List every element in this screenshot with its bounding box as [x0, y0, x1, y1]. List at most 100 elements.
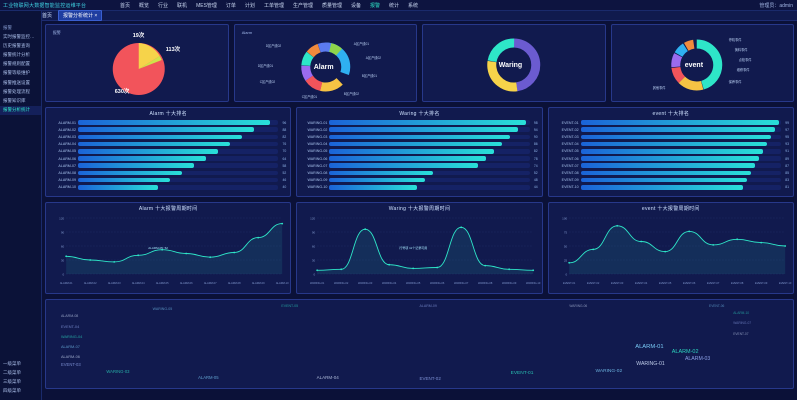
svg-text:100: 100 — [562, 217, 567, 221]
tab-bar[interactable]: 首页 报警分析统计 × — [0, 10, 797, 21]
sidebar-item-4[interactable]: 报警等级维护 — [3, 70, 30, 76]
bar-row: ALARM-04 76 — [48, 141, 286, 148]
wordcloud-word[interactable]: EVENT-07 — [733, 331, 749, 336]
bar-value-label: 40 — [282, 185, 287, 190]
tab-home[interactable]: 首页 — [42, 13, 53, 19]
wordcloud-word[interactable]: WARING-05 — [152, 306, 173, 311]
close-icon[interactable]: × — [94, 13, 98, 19]
svg-text:维修事件: 维修事件 — [736, 67, 750, 72]
sidebar-item-7[interactable]: 报警知识库 — [3, 97, 26, 103]
wordcloud-word[interactable]: ALARM-03 — [684, 356, 711, 363]
wordcloud-word[interactable]: EVENT-03 — [60, 361, 81, 367]
donut-waring-center: Waring — [499, 62, 522, 69]
sidebar-bottom-item-3[interactable]: 四级菜单 — [3, 388, 21, 394]
tab-alarm-analysis[interactable]: 报警分析统计 × — [58, 10, 103, 21]
bar-track — [580, 156, 781, 161]
wordcloud-word[interactable]: WARING-04 — [60, 333, 83, 339]
top-menu-item-13[interactable]: 系统 — [408, 2, 419, 9]
wordcloud-word[interactable]: EVENT-01 — [510, 371, 534, 377]
wordcloud-word[interactable]: EVENT-02 — [419, 376, 441, 382]
svg-text:WARING-05: WARING-05 — [406, 281, 421, 285]
bar-row: WARING-09 48 — [299, 177, 538, 184]
wordcloud-word[interactable]: WARING-06 — [569, 303, 588, 308]
top-menu-item-10[interactable]: 设备 — [350, 2, 361, 9]
top-menu-item-3[interactable]: 联机 — [177, 2, 188, 9]
sidebar-item-6[interactable]: 报警处理流程 — [3, 88, 30, 94]
bar-category-label: EVENT-03 — [561, 134, 579, 139]
top-menu-item-11[interactable]: 报警 — [370, 2, 381, 9]
wordcloud-word[interactable]: ALARM-02 — [671, 349, 699, 356]
wordcloud-word[interactable]: WARING-07 — [733, 320, 752, 325]
bar-value-label: 70 — [282, 149, 287, 154]
wordcloud-word[interactable]: ALARM-10 — [733, 310, 750, 315]
wordcloud-word[interactable]: ALARM-01 — [635, 344, 664, 350]
bar-value-label: 99 — [785, 120, 789, 125]
wordcloud-word[interactable]: WARING-01 — [636, 361, 665, 368]
sidebar-item-0[interactable]: 实时报警监控看板 — [3, 33, 39, 39]
top-menu-item-9[interactable]: 质量管理 — [321, 2, 342, 9]
sidebar-bottom-item-0[interactable]: 一级菜单 — [3, 360, 21, 366]
bar-fill — [580, 120, 779, 125]
wordcloud-word[interactable]: WARING-02 — [595, 368, 623, 374]
svg-text:120: 120 — [59, 217, 64, 221]
wordcloud-word[interactable]: EVENT-05 — [281, 303, 299, 308]
wordcloud-word[interactable]: WARING-03 — [106, 369, 130, 375]
bar-fill — [329, 127, 518, 133]
bar-fill — [580, 184, 743, 190]
bar-row: ALARM-06 64 — [48, 155, 286, 162]
sidebar-item-8[interactable]: 报警分析统计 — [0, 105, 41, 115]
bar-track — [78, 134, 279, 140]
wordcloud-word[interactable]: ALARM-06 — [60, 354, 80, 360]
bar-row: EVENT-05 91 — [551, 148, 789, 155]
sidebar-item-5[interactable]: 报警推送设置 — [3, 79, 30, 85]
svg-text:保养事件: 保养事件 — [728, 79, 742, 84]
wordcloud-word[interactable]: ALARM-08 — [60, 313, 79, 318]
top-menu-item-0[interactable]: 首页 — [120, 2, 131, 9]
top-menu-item-7[interactable]: 工单管理 — [263, 2, 284, 9]
bar-value-label: 64 — [282, 156, 287, 161]
bar-category-label: ALARM-06 — [58, 156, 76, 161]
app-brand: 工业物联网大数据智能监控运维平台 — [3, 2, 87, 9]
svg-text:WARING-08: WARING-08 — [478, 281, 493, 285]
bar-track — [329, 177, 530, 183]
sidebar-item-1[interactable]: 历史报警查询 — [3, 42, 30, 48]
wordcloud-word[interactable]: ALARM-05 — [198, 374, 219, 380]
bar-fill — [580, 134, 771, 140]
sidebar-bottom-item-2[interactable]: 三级菜单 — [3, 379, 21, 385]
donut-alarm-center: Alarm — [313, 64, 333, 71]
donut-alarm-svg: Alarm Alarm A区产线01 A区产线02 B区产线01 B区产线02 — [241, 30, 380, 99]
bar-value-label: 48 — [533, 178, 538, 183]
wordcloud-word[interactable]: ALARM-09 — [419, 303, 437, 308]
svg-text:WARING-02: WARING-02 — [334, 281, 349, 285]
sidebar-items: 实时报警监控看板 历史报警查询 报警统计分析 报警规则配置 报警等级维护 报警推送设置 报警… — [0, 32, 41, 115]
top-menu-item-2[interactable]: 行业 — [158, 2, 169, 9]
svg-text:ALARM-07: ALARM-07 — [204, 281, 217, 285]
top-menu-item-5[interactable]: 订单 — [225, 2, 236, 9]
bar-fill — [580, 127, 775, 133]
bar-fill — [580, 149, 763, 154]
top-menu-item-12[interactable]: 统计 — [389, 2, 400, 9]
top-menu[interactable]: 首页 概览 行业 联机 MES管理 订单 计划 工单管理 生产管理 质量管理 设备 报警 统计 系统 — [120, 2, 759, 9]
sidebar[interactable]: 报警 实时报警监控看板 历史报警查询 报警统计分析 报警规则配置 报警等级维护 报警推送设… — [0, 11, 42, 400]
pie-total-chart: 报警 630次 113次 19次 — [46, 25, 228, 101]
donut-alarm-labels: A区产线01 A区产线02 B区产线01 B区产线02 C区产线01 C区产线0… — [257, 41, 380, 99]
sidebar-bottom-item-1[interactable]: 二级菜单 — [3, 370, 21, 376]
top-menu-item-6[interactable]: 计划 — [244, 2, 255, 9]
wordcloud-word[interactable]: ALARM-04 — [316, 374, 339, 380]
bar-category-label: EVENT-10 — [561, 185, 579, 190]
bar-fill — [78, 184, 159, 190]
sidebar-item-2[interactable]: 报警统计分析 — [3, 51, 30, 57]
svg-text:D区产线02: D区产线02 — [265, 43, 281, 48]
wordcloud-word[interactable]: ALARM-07 — [60, 344, 80, 349]
top-menu-item-8[interactable]: 生产管理 — [292, 2, 313, 9]
svg-text:ALARM-05: 52: ALARM-05: 52 — [148, 246, 168, 250]
bar-category-label: EVENT-01 — [561, 120, 579, 125]
bar-row: Alarm 十大排名 ALARM-01 96 ALARM-02 88 ALARM-03 8… — [45, 107, 794, 197]
svg-text:ALARM-04: ALARM-04 — [132, 281, 145, 285]
top-menu-item-4[interactable]: MES管理 — [196, 2, 217, 9]
bar-fill — [78, 149, 219, 154]
top-menu-item-1[interactable]: 概览 — [139, 2, 150, 9]
wordcloud-word[interactable]: EVENT-06 — [709, 303, 725, 308]
wordcloud-word[interactable]: EVENT-04 — [60, 324, 80, 330]
sidebar-item-3[interactable]: 报警规则配置 — [3, 61, 30, 67]
